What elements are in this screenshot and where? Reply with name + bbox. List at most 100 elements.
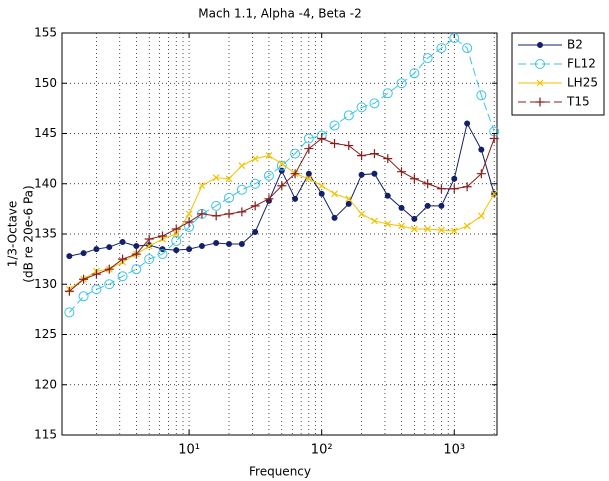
marker — [536, 79, 544, 87]
marker — [79, 274, 89, 284]
marker — [144, 254, 155, 265]
marker — [238, 162, 246, 170]
legend-label: T15 — [566, 95, 590, 109]
marker — [449, 33, 460, 44]
marker — [104, 264, 114, 274]
marker — [318, 190, 325, 197]
marker — [438, 202, 445, 209]
marker — [265, 152, 273, 160]
marker — [117, 271, 128, 282]
marker — [197, 209, 207, 219]
x-tick-label: 10² — [311, 443, 333, 458]
marker — [358, 171, 365, 178]
marker — [397, 167, 407, 177]
marker — [290, 169, 300, 179]
marker — [93, 246, 100, 253]
marker — [303, 133, 314, 144]
marker — [172, 230, 180, 238]
marker — [211, 200, 222, 211]
legend-label: B2 — [567, 38, 583, 52]
marker — [264, 194, 274, 204]
y-tick-label: 115 — [34, 428, 57, 442]
marker — [344, 141, 354, 151]
marker — [237, 207, 247, 217]
marker — [104, 279, 115, 290]
y-tick-label: 155 — [34, 26, 57, 40]
y-tick-label: 130 — [34, 277, 57, 291]
marker — [436, 43, 447, 54]
marker — [251, 155, 259, 163]
marker — [462, 182, 472, 192]
marker — [171, 224, 181, 234]
marker — [331, 190, 338, 198]
marker — [357, 151, 367, 161]
series-line — [68, 37, 495, 313]
marker — [422, 53, 433, 64]
marker — [476, 90, 487, 101]
marker — [478, 146, 485, 153]
marker — [131, 249, 141, 259]
marker — [64, 307, 75, 318]
marker — [382, 88, 393, 99]
marker — [343, 110, 354, 121]
marker — [236, 184, 247, 195]
marker — [184, 217, 194, 227]
marker — [462, 43, 473, 54]
marker — [463, 222, 471, 230]
marker — [409, 68, 420, 79]
x-tick-label: 10¹ — [178, 443, 200, 458]
marker — [252, 228, 259, 235]
marker — [477, 212, 485, 220]
marker — [157, 249, 168, 260]
marker — [304, 144, 314, 154]
marker — [396, 78, 407, 89]
marker — [423, 179, 433, 189]
x-axis-label: Frequency — [249, 465, 311, 479]
marker — [277, 181, 287, 191]
marker — [305, 175, 313, 183]
marker — [331, 214, 338, 221]
marker — [490, 190, 498, 198]
marker — [345, 195, 353, 203]
marker — [356, 102, 367, 113]
marker — [384, 220, 392, 228]
marker — [185, 210, 193, 218]
marker — [198, 182, 206, 190]
marker — [171, 236, 182, 247]
marker — [424, 202, 431, 209]
y-tick-label: 150 — [34, 76, 57, 90]
marker — [198, 243, 205, 250]
marker — [411, 215, 418, 222]
legend-box — [511, 32, 605, 116]
marker — [224, 192, 235, 203]
marker — [371, 170, 378, 177]
marker — [145, 242, 153, 250]
marker — [278, 167, 285, 174]
marker — [119, 239, 126, 246]
marker — [78, 291, 89, 302]
legend-label: FL12 — [567, 57, 596, 71]
marker — [424, 225, 432, 233]
marker — [305, 170, 312, 177]
legend-label: LH25 — [567, 76, 598, 90]
marker — [535, 59, 545, 69]
x-tick-label: 10³ — [443, 443, 465, 458]
marker — [371, 217, 378, 225]
marker — [383, 154, 393, 164]
marker — [212, 174, 220, 182]
marker — [292, 195, 299, 202]
marker — [80, 250, 87, 257]
marker — [263, 170, 274, 181]
marker — [106, 244, 113, 251]
marker — [226, 241, 233, 248]
marker — [133, 243, 140, 250]
marker — [436, 184, 446, 194]
marker — [398, 222, 405, 230]
marker — [224, 209, 234, 219]
marker — [118, 254, 128, 264]
marker — [318, 182, 326, 190]
chart-title: Mach 1.1, Alpha -4, Beta -2 — [198, 7, 361, 21]
marker — [225, 175, 233, 183]
marker — [489, 134, 499, 144]
